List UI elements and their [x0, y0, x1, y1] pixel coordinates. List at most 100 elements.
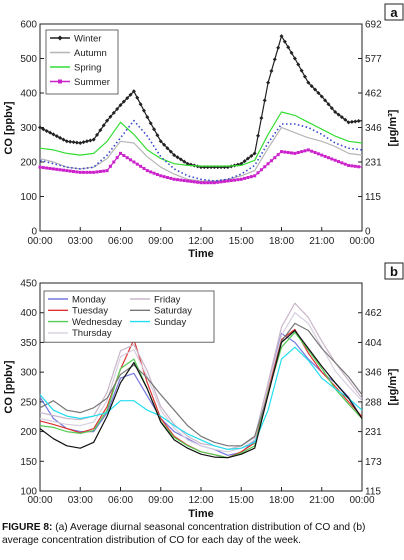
legend-label-sunday: Sunday — [154, 317, 186, 328]
series-point-winter — [145, 115, 150, 120]
series-point-winter — [115, 106, 120, 111]
series-point-winter — [81, 140, 86, 145]
series-point-summer — [286, 151, 290, 155]
panel-b: b 100 150 200 250 300 350 400 450 115 173 231 288 3… — [3, 262, 404, 520]
series-point-summer — [169, 176, 173, 180]
series-point-winter — [98, 128, 103, 133]
series-line-autumn — [39, 126, 363, 182]
x-tick-label: 06:00 — [108, 236, 133, 247]
series-point-winter — [292, 56, 297, 61]
series-point-winter — [336, 112, 341, 117]
x-tick-label: 00:00 — [27, 495, 52, 506]
series-point-winter — [111, 110, 116, 115]
series-line-tuesday — [39, 328, 363, 459]
series-point-winter — [54, 134, 59, 139]
panel-a-legend: Winter Autumn Spring Summer — [45, 29, 119, 95]
series-point-summer — [112, 160, 116, 164]
series-point-summer — [48, 166, 52, 170]
x-tick-label: 00:00 — [27, 236, 52, 247]
series-point-winter — [249, 153, 254, 158]
series-point-winter — [44, 128, 49, 133]
x-tick-label: 15:00 — [229, 236, 254, 247]
panel-a: a 0 100 200 300 400 500 600 0 115 231 346 462 577 69… — [3, 3, 404, 260]
legend-label-summer: Summer — [74, 77, 110, 88]
figure-caption: FIGURE 8: (a) Average diurnal seasonal c… — [2, 521, 402, 547]
series-point-winter — [353, 119, 358, 124]
series-point-winter — [88, 138, 93, 143]
series-point-summer — [51, 167, 55, 171]
series-point-summer — [280, 150, 283, 154]
x-tick-label: 15:00 — [229, 495, 254, 506]
series-point-winter — [158, 139, 163, 144]
series-point-summer — [145, 169, 149, 173]
series-point-summer — [229, 179, 233, 183]
y2-tick-label: 346 — [365, 368, 382, 379]
series-point-summer — [320, 153, 324, 157]
series-point-winter — [165, 146, 170, 151]
series-point-summer — [45, 166, 49, 170]
series-line-saturday — [39, 322, 363, 447]
series-point-summer — [165, 176, 169, 180]
series-point-winter — [356, 119, 361, 124]
series-point-summer — [209, 181, 213, 185]
series-point-summer — [212, 181, 216, 185]
series-point-summer — [176, 178, 180, 182]
series-point-winter — [346, 120, 351, 125]
y-tick-label: 200 — [20, 158, 37, 169]
series-point-winter — [343, 117, 348, 122]
panel-a-tag: a — [390, 5, 398, 20]
series-point-winter — [242, 159, 247, 164]
series-point-summer — [219, 180, 223, 184]
y2-tick-label: 115 — [365, 192, 381, 203]
x-tick-label: 09:00 — [148, 495, 173, 506]
figure: a 0 100 200 300 400 500 600 0 115 231 346 462 577 69… — [3, 3, 404, 520]
series-point-winter — [131, 89, 136, 94]
series-point-summer — [216, 180, 220, 184]
series-point-winter — [259, 116, 264, 121]
series-point-summer — [102, 169, 106, 173]
series-point-summer — [179, 178, 183, 182]
series-point-winter — [91, 137, 96, 142]
series-point-summer — [159, 174, 163, 178]
series-point-winter — [302, 74, 307, 79]
series-point-winter — [121, 99, 126, 104]
series-point-summer — [68, 169, 72, 173]
series-point-winter — [41, 127, 46, 132]
x-tick-label: 00:00 — [349, 236, 374, 247]
series-point-winter — [152, 127, 157, 132]
y-tick-label: 200 — [20, 427, 37, 438]
panel-b-tag: b — [390, 264, 398, 279]
y2-tick-label: 231 — [365, 158, 382, 169]
y2-tick-label: 692 — [365, 20, 382, 31]
series-line-wednesday — [39, 331, 363, 459]
series-point-summer — [152, 171, 156, 175]
x-tick-label: 12:00 — [188, 236, 213, 247]
series-point-winter — [178, 157, 183, 162]
series-point-winter — [74, 140, 79, 145]
series-point-winter — [105, 118, 110, 123]
legend-label-thursday: Thursday — [72, 328, 112, 339]
y-tick-label: 150 — [20, 457, 37, 468]
y-tick-label: 250 — [20, 397, 37, 408]
series-point-summer — [85, 170, 89, 174]
series-line-unnamed-4 — [39, 119, 363, 182]
series-point-winter — [78, 141, 83, 146]
series-point-summer — [41, 166, 45, 170]
series-point-summer — [337, 160, 341, 164]
series-point-summer — [263, 165, 267, 169]
y-tick-label: 400 — [20, 89, 37, 100]
series-point-winter — [108, 114, 113, 119]
series-point-summer — [132, 160, 136, 164]
y2-tick-label: 404 — [365, 338, 382, 349]
series-point-winter — [135, 95, 140, 100]
series-point-winter — [323, 98, 328, 103]
series-point-winter — [155, 133, 160, 138]
y-tick-label: 300 — [20, 368, 37, 379]
y2-tick-label: 115 — [365, 487, 381, 498]
legend-label-saturday: Saturday — [154, 306, 192, 317]
panel-a-ylabel-right: [µg/m³] — [387, 109, 399, 146]
y2-tick-label: 462 — [365, 308, 382, 319]
series-point-winter — [333, 109, 338, 114]
series-point-summer — [276, 153, 280, 157]
